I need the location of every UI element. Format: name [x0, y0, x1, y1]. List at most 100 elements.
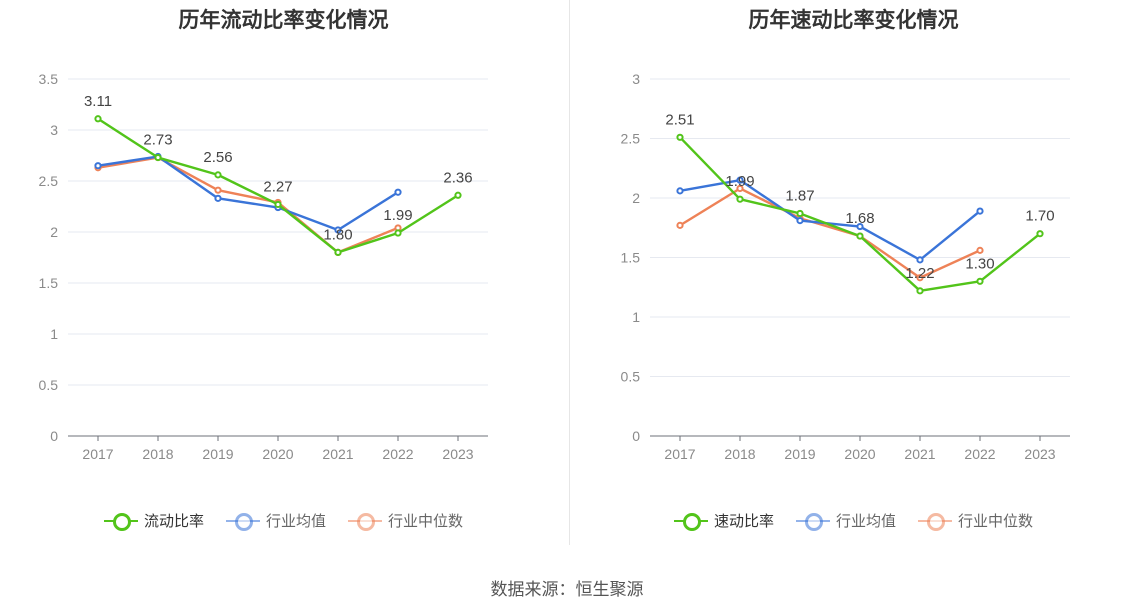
legend-item-quick-ratio[interactable]: 速动比率 — [673, 510, 774, 531]
quick-ratio-chart: 历年速动比率变化情况 0 0.5 1 1.5 2 2.5 3 2017 2018 2019 2020… — [570, 0, 1134, 560]
x-tick-label: 2018 — [724, 446, 755, 462]
data-point — [976, 277, 984, 285]
x-tick-label: 2022 — [964, 446, 995, 462]
data-point — [394, 188, 402, 196]
x-tick-label: 2018 — [142, 446, 173, 462]
data-label: 2.36 — [443, 169, 472, 186]
data-label: 1.99 — [383, 207, 412, 224]
data-label: 2.56 — [203, 149, 232, 166]
data-point — [856, 222, 864, 231]
data-point — [1036, 230, 1044, 238]
data-point — [976, 207, 984, 215]
data-point — [856, 232, 864, 240]
data-point — [676, 221, 684, 229]
legend-item-industry-median[interactable]: 行业中位数 — [348, 510, 463, 531]
current-ratio-plot: 0 0.5 1 1.5 2 2.5 3 3.5 2017 2018 2019 2020 2021 2022… — [39, 71, 488, 462]
data-point — [334, 248, 342, 256]
legend-marker-icon — [225, 512, 260, 531]
y-tick-label: 0 — [50, 428, 58, 444]
y-tick-label: 2 — [632, 190, 640, 206]
y-tick-label: 2.5 — [621, 131, 641, 147]
data-point — [274, 200, 282, 209]
data-label: 1.22 — [905, 265, 934, 282]
series-line — [679, 178, 981, 262]
y-tick-label: 2.5 — [39, 173, 59, 189]
legend-item-industry-median[interactable]: 行业中位数 — [918, 510, 1033, 531]
data-label: 2.27 — [263, 178, 292, 195]
y-tick-label: 2 — [50, 224, 58, 240]
data-point — [94, 115, 102, 123]
data-label: 1.70 — [1025, 208, 1054, 225]
legend-marker-icon — [795, 512, 830, 531]
data-point — [736, 176, 744, 184]
legend-item-industry-mean[interactable]: 行业均值 — [225, 510, 326, 531]
data-point — [976, 246, 984, 254]
data-point — [676, 133, 684, 141]
data-point — [736, 184, 744, 193]
legend-item-current-ratio[interactable]: 流动比率 — [103, 510, 204, 531]
x-tick-label: 2020 — [844, 446, 875, 462]
data-label: 1.80 — [323, 226, 352, 243]
legend-label: 速动比率 — [713, 513, 774, 530]
legend-label: 流动比率 — [143, 513, 204, 530]
data-point — [736, 195, 744, 203]
y-tick-label: 3 — [50, 122, 58, 138]
chart-legend: 速动比率 行业均值 行业中位数 — [570, 510, 1134, 531]
data-point — [394, 229, 402, 237]
x-tick-label: 2021 — [322, 446, 353, 462]
panel-divider — [569, 0, 570, 545]
legend-label: 行业中位数 — [958, 513, 1034, 530]
y-tick-label: 0 — [632, 428, 640, 444]
data-point — [676, 187, 684, 195]
data-label: 1.99 — [725, 173, 754, 190]
data-point — [214, 186, 222, 194]
y-tick-label: 3.5 — [39, 71, 59, 87]
x-tick-label: 2020 — [262, 446, 293, 462]
legend-item-industry-mean[interactable]: 行业均值 — [795, 510, 896, 531]
series-line — [97, 155, 399, 232]
quick-ratio-plot: 0 0.5 1 1.5 2 2.5 3 2017 2018 2019 2020 2021 2022 202… — [621, 71, 1070, 462]
x-tick-label: 2017 — [664, 446, 695, 462]
x-tick-label: 2017 — [82, 446, 113, 462]
x-tick-label: 2022 — [382, 446, 413, 462]
data-point — [916, 274, 924, 282]
y-tick-label: 0.5 — [39, 377, 59, 393]
data-point — [454, 191, 462, 199]
data-point — [94, 162, 102, 170]
data-point — [916, 287, 924, 295]
legend-label: 行业中位数 — [388, 513, 464, 530]
y-tick-label: 1.5 — [39, 275, 59, 291]
y-tick-label: 3 — [632, 71, 640, 87]
data-source-note: 数据来源：恒生聚源 — [490, 580, 644, 599]
legend-marker-icon — [103, 512, 138, 531]
legend-marker-icon — [673, 512, 708, 531]
data-point — [796, 209, 804, 218]
data-label: 2.51 — [665, 111, 694, 128]
data-point — [916, 256, 924, 264]
y-tick-label: 1.5 — [621, 250, 641, 266]
data-label: 2.73 — [143, 132, 172, 149]
data-point — [334, 226, 342, 234]
legend-label: 行业均值 — [265, 513, 326, 530]
y-tick-label: 1 — [632, 309, 640, 325]
legend-marker-icon — [918, 512, 952, 531]
y-tick-label: 0.5 — [621, 369, 641, 385]
legend-marker-icon — [348, 512, 382, 531]
y-tick-label: 1 — [50, 326, 58, 342]
chart-legend: 流动比率 行业均值 行业中位数 — [0, 510, 567, 531]
x-tick-label: 2021 — [904, 446, 935, 462]
series-line — [679, 187, 981, 279]
series-line — [97, 156, 399, 254]
data-label: 1.68 — [845, 210, 874, 227]
chart-title: 历年速动比率变化情况 — [748, 9, 959, 32]
data-point — [796, 217, 804, 225]
x-tick-label: 2019 — [202, 446, 233, 462]
legend-label: 行业均值 — [835, 513, 896, 530]
data-point — [214, 194, 222, 202]
data-label: 1.87 — [785, 187, 814, 204]
chart-title: 历年流动比率变化情况 — [178, 9, 389, 32]
data-label: 1.30 — [965, 255, 994, 272]
current-ratio-chart: 历年流动比率变化情况 0 0.5 1 1.5 2 2.5 3 3.5 2017 2018 2019 2… — [0, 0, 567, 560]
x-tick-label: 2023 — [442, 446, 473, 462]
data-label: 3.11 — [84, 93, 112, 110]
